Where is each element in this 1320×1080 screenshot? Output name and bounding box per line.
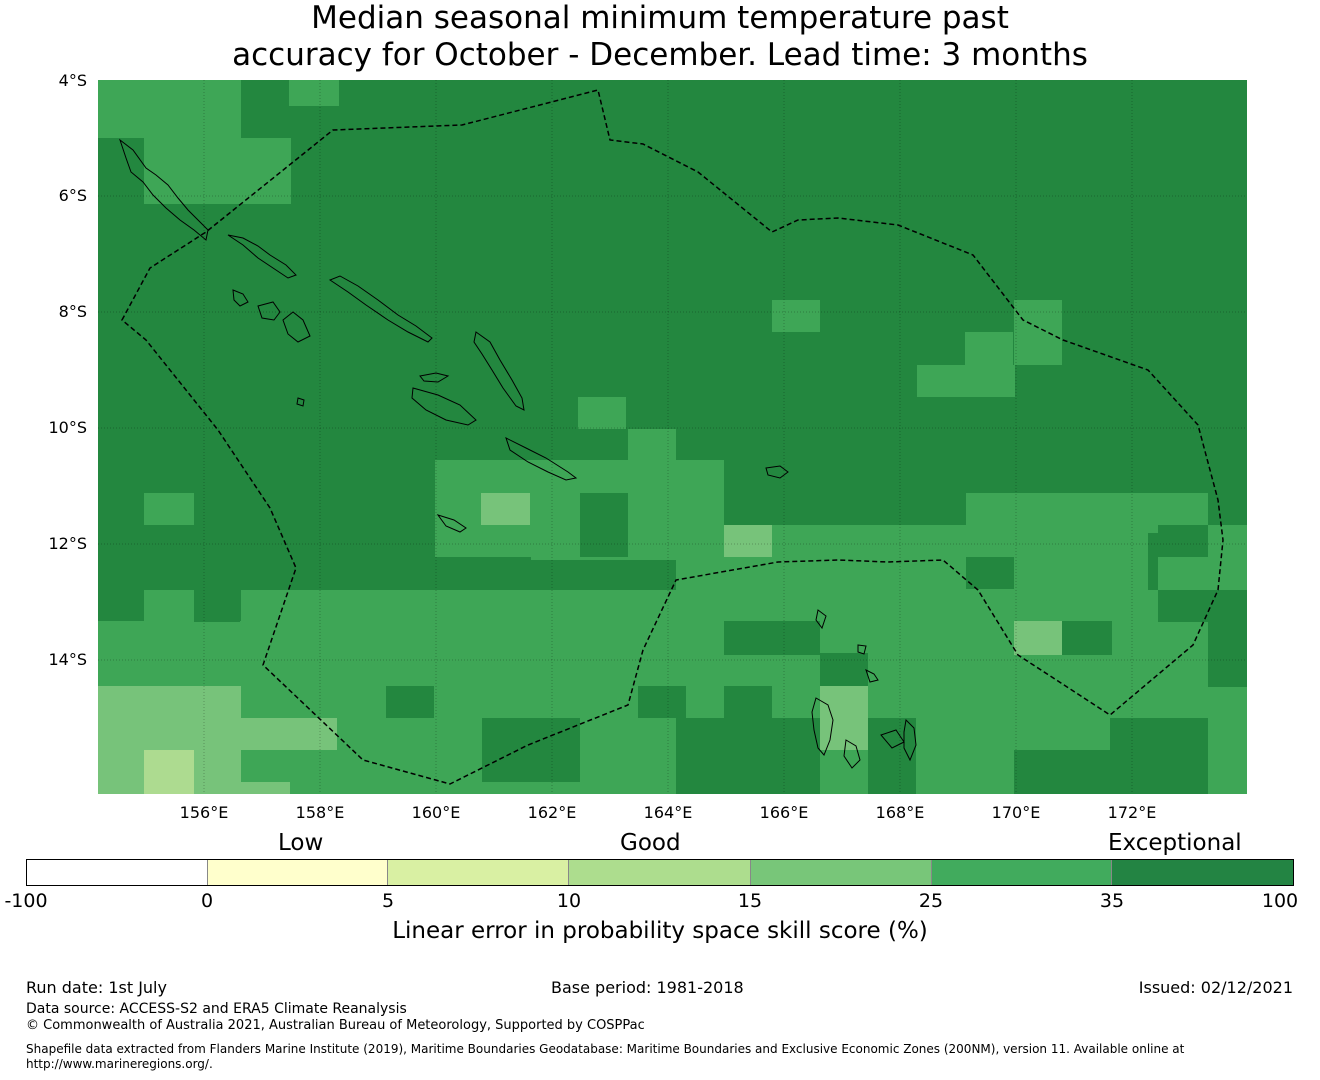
lon-label-168e: 168°E	[875, 803, 925, 822]
lon-label-156e: 156°E	[179, 803, 229, 822]
lon-label-170e: 170°E	[991, 803, 1041, 822]
lat-label-4s: 4°S	[58, 71, 87, 90]
colorbar	[26, 859, 1294, 886]
skill-map	[98, 80, 1268, 794]
lon-label-162e: 162°E	[527, 803, 577, 822]
colorbar-tick: -100	[4, 890, 48, 912]
colorbar-segment	[207, 860, 389, 885]
lon-label-160e: 160°E	[411, 803, 461, 822]
colorbar-tick: 25	[918, 890, 944, 912]
map-canvas	[98, 80, 1268, 794]
colorbar-title: Linear error in probability space skill …	[392, 918, 928, 944]
lon-label-158e: 158°E	[295, 803, 345, 822]
lat-label-8s: 8°S	[58, 302, 87, 321]
lon-label-166e: 166°E	[759, 803, 809, 822]
run-date: Run date: 1st July	[26, 978, 167, 997]
lon-label-172e: 172°E	[1107, 803, 1157, 822]
copyright-notice: © Commonwealth of Australia 2021, Austra…	[26, 1018, 645, 1033]
base-period: Base period: 1981-2018	[551, 978, 744, 997]
coastlines	[119, 138, 917, 769]
colorbar-tick: 10	[556, 890, 582, 912]
colorbar-tick: 100	[1261, 890, 1299, 912]
shapefile-credit: Shapefile data extracted from Flanders M…	[26, 1042, 1185, 1056]
lat-label-10s: 10°S	[48, 418, 87, 437]
colorbar-tick: 5	[381, 890, 395, 912]
colorbar-segment	[1112, 860, 1294, 885]
issued-date: Issued: 02/12/2021	[1138, 978, 1293, 997]
title-line-1: Median seasonal minimum temperature past	[311, 0, 1009, 36]
title-line-2: accuracy for October - December. Lead ti…	[232, 37, 1088, 73]
colorbar-segment	[388, 860, 570, 885]
good-mid-cells	[98, 493, 1062, 794]
lat-label-6s: 6°S	[58, 186, 87, 205]
colorbar-segment	[27, 860, 208, 885]
exceptional-cells	[98, 493, 1247, 794]
legend-category-exceptional: Exceptional	[1108, 830, 1242, 856]
colorbar-segment	[750, 860, 932, 885]
eez-boundary	[121, 89, 1224, 785]
colorbar-tick: 15	[737, 890, 763, 912]
colorbar-segment	[931, 860, 1113, 885]
lon-label-164e: 164°E	[643, 803, 693, 822]
colorbar-tick: 35	[1099, 890, 1125, 912]
lat-label-14s: 14°S	[48, 650, 87, 669]
legend-category-good: Good	[620, 830, 681, 856]
legend-category-low: Low	[278, 830, 324, 856]
good-low-cells	[144, 750, 194, 794]
data-source: Data source: ACCESS-S2 and ERA5 Climate …	[26, 1001, 407, 1017]
lat-label-12s: 12°S	[48, 534, 87, 553]
shapefile-url: http://www.marineregions.org/.	[26, 1057, 213, 1071]
colorbar-segment	[569, 860, 751, 885]
map-title: Median seasonal minimum temperature past…	[0, 0, 1320, 74]
graticule	[98, 80, 1247, 794]
colorbar-tick: 0	[200, 890, 214, 912]
